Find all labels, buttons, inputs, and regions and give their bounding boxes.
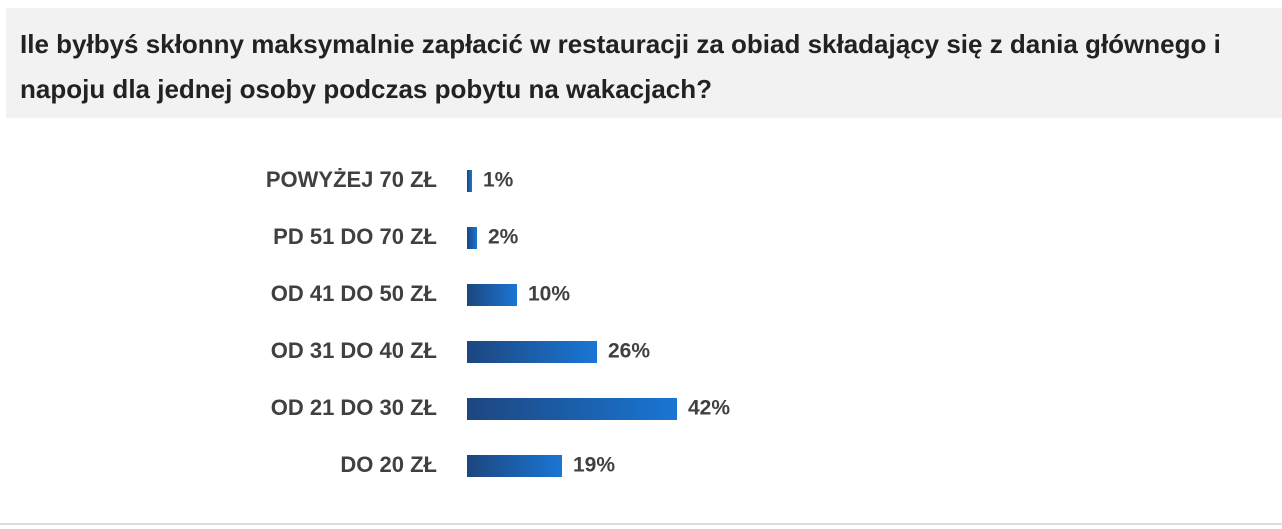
- category-label: OD 31 DO 40 ZŁ: [271, 338, 437, 363]
- title-box: Ile byłbyś skłonny maksymalnie zapłacić …: [6, 8, 1282, 118]
- category-label: OD 41 DO 50 ZŁ: [271, 281, 437, 306]
- bar: [467, 455, 562, 477]
- bar: [467, 341, 597, 363]
- value-label: 10%: [528, 283, 570, 306]
- value-label: 1%: [483, 169, 514, 192]
- bar: [467, 170, 472, 192]
- value-label: 26%: [608, 340, 650, 363]
- value-label: 42%: [688, 397, 730, 420]
- category-label: DO 20 ZŁ: [340, 452, 437, 477]
- category-label: PD 51 DO 70 ZŁ: [273, 224, 437, 249]
- bar: [467, 398, 677, 420]
- chart-title: Ile byłbyś skłonny maksymalnie zapłacić …: [20, 29, 1221, 104]
- bar: [467, 227, 477, 249]
- value-label: 2%: [488, 226, 519, 249]
- bar: [467, 284, 517, 306]
- value-label: 19%: [573, 454, 615, 477]
- category-label: POWYŻEJ 70 ZŁ: [266, 167, 437, 192]
- category-label: OD 21 DO 30 ZŁ: [271, 395, 437, 420]
